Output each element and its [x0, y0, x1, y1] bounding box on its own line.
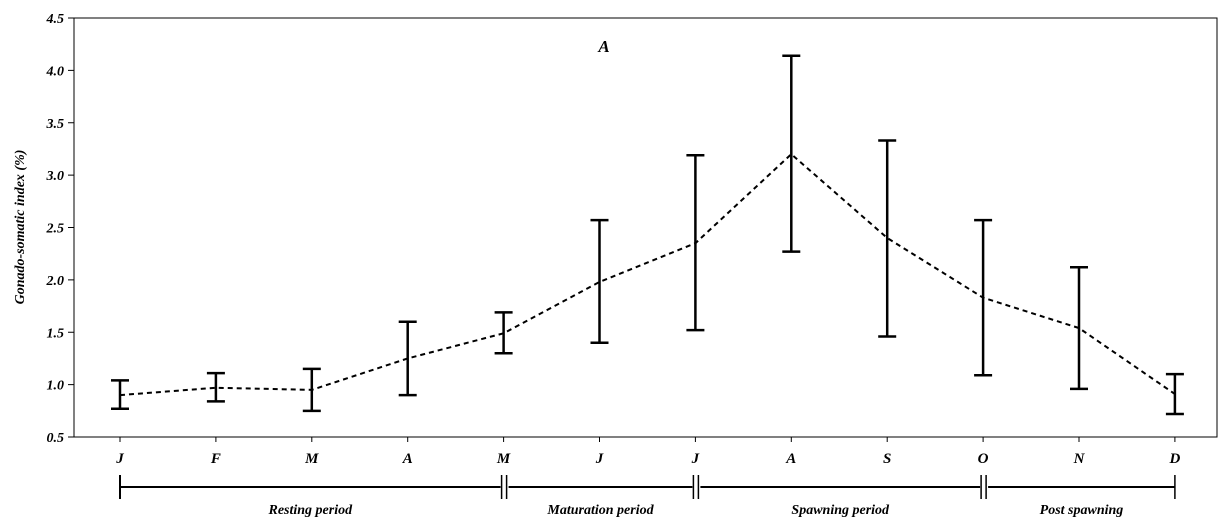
y-tick-label: 1.0: [47, 379, 65, 394]
x-tick-label: S: [883, 451, 891, 467]
x-tick-label: O: [978, 451, 989, 467]
x-tick-label: J: [595, 451, 604, 467]
y-tick-label: 4.0: [46, 64, 65, 79]
period-label: Resting period: [267, 503, 353, 518]
y-axis-label: Gonado-somatic index (%): [13, 150, 28, 305]
x-tick-label: D: [1168, 451, 1180, 467]
period-timeline: Resting period Maturation period Spawning …: [119, 475, 1176, 518]
y-tick-label: 3.0: [46, 169, 65, 184]
y-tick-label: 2.0: [46, 274, 65, 289]
y-tick-label: 0.5: [47, 431, 65, 446]
series-line: [119, 152, 1176, 397]
y-tick-label: 4.5: [46, 12, 65, 27]
chart-title: A: [597, 37, 609, 56]
period-label: Post spawning: [1040, 503, 1124, 518]
x-tick-label: J: [691, 451, 700, 467]
y-tick-label: 1.5: [47, 326, 65, 341]
x-tick-label: N: [1073, 451, 1086, 467]
x-tick-label: M: [496, 451, 511, 467]
x-tick-label: A: [402, 451, 413, 467]
error-bars: [111, 54, 1184, 416]
y-tick-label: 2.5: [46, 222, 65, 237]
x-tick-label: A: [785, 451, 796, 467]
x-tick-label: F: [210, 451, 221, 467]
period-label: Maturation period: [546, 503, 654, 518]
x-tick-label: M: [304, 451, 319, 467]
period-label: Spawning period: [791, 503, 890, 518]
y-axis: 0.5 1.0 1.5 2.0 2.5 3.0 3.5 4.0 4.5: [46, 12, 74, 446]
y-tick-label: 3.5: [46, 117, 65, 132]
plot-frame: [73, 17, 1218, 438]
x-tick-label: J: [115, 451, 124, 467]
